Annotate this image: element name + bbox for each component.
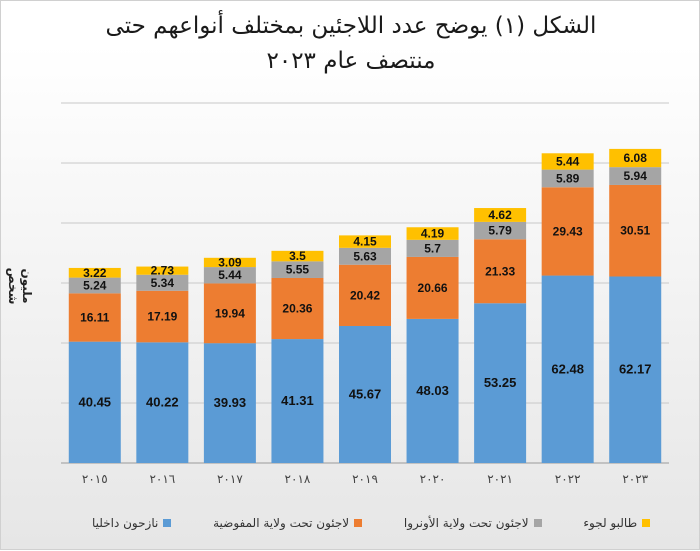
chart-title-line-1: الشكل (١) يوضح عدد اللاجئين بمختلف أنواع… — [105, 13, 597, 39]
x-tick-label: ٢٠١٨ — [285, 472, 311, 486]
data-label: 5.7 — [424, 241, 441, 255]
data-label: 5.89 — [556, 171, 580, 185]
data-label: 5.24 — [83, 278, 107, 292]
legend: نازحون داخليا لاجئون تحت ولاية المفوضية لا… — [71, 511, 671, 535]
bar-segment — [136, 290, 189, 343]
bar-segment — [474, 208, 527, 222]
bar-segment — [68, 277, 121, 294]
x-tick-label: ٢٠١٩ — [352, 472, 378, 486]
bar-segment — [68, 341, 121, 463]
legend-swatch — [533, 519, 542, 527]
legend-item: لاجئون تحت ولاية المفوضية — [213, 516, 363, 530]
data-label: 29.43 — [553, 224, 583, 238]
x-tick-label: ٢٠١٥ — [82, 472, 108, 486]
bar-segment — [339, 325, 391, 463]
bar-segment — [271, 339, 324, 463]
data-label: 5.44 — [218, 268, 242, 282]
data-label: 20.36 — [282, 302, 312, 316]
legend-swatch — [354, 519, 363, 527]
data-label: 3.5 — [289, 249, 306, 263]
x-tick-label: ٢٠٢٠ — [420, 472, 446, 486]
data-label: 4.62 — [488, 208, 512, 222]
bar-segment — [406, 318, 459, 463]
data-label: 19.94 — [215, 306, 245, 320]
legend-label: نازحون داخليا — [91, 516, 159, 530]
bar-segment — [68, 267, 121, 278]
data-label: 40.22 — [146, 395, 179, 410]
legend-label: طالبو لجوء — [583, 516, 638, 530]
legend-item: نازحون داخليا — [91, 516, 172, 530]
bar-segment — [474, 221, 527, 240]
bar-segment — [541, 169, 594, 188]
bar-segment — [203, 283, 256, 344]
bar-segment — [203, 343, 256, 463]
data-label: 16.11 — [80, 310, 110, 324]
bar-segment — [271, 261, 324, 278]
data-label: 41.31 — [281, 393, 314, 408]
bar-segment — [474, 303, 527, 463]
legend-label: لاجئون تحت ولاية الأونروا — [403, 516, 529, 530]
x-tick-label: ٢٠١٦ — [149, 472, 175, 486]
data-label: 5.94 — [624, 169, 648, 183]
bar-segment — [406, 239, 459, 257]
data-label: 30.51 — [620, 224, 650, 238]
x-tick-label: ٢٠٢٣ — [622, 472, 648, 486]
chart-title-line-2: منتصف عام ٢٠٢٣ — [266, 48, 436, 74]
data-label: 62.48 — [551, 361, 584, 376]
bar-segment — [339, 247, 391, 265]
bar-segment — [136, 342, 189, 463]
data-label: 20.66 — [418, 281, 448, 295]
data-label: 62.17 — [619, 362, 652, 377]
legend-label: لاجئون تحت ولاية المفوضية — [213, 516, 350, 530]
bar-segment — [271, 277, 324, 340]
legend-swatch — [642, 519, 651, 527]
x-tick-label: ٢٠٢٢ — [555, 472, 581, 486]
data-label: 5.34 — [151, 276, 175, 290]
bar-segment — [203, 267, 256, 284]
data-label: 2.73 — [151, 264, 175, 278]
bar-segment — [339, 264, 391, 326]
bar-segment — [474, 239, 527, 304]
bar-segment — [203, 257, 256, 268]
data-label: 3.22 — [83, 266, 107, 280]
x-tick-label: ٢٠٢١ — [487, 472, 513, 486]
data-label: 4.15 — [353, 235, 377, 249]
bar-segment — [271, 250, 324, 262]
data-label: 17.19 — [147, 310, 177, 324]
data-label: 48.03 — [416, 383, 449, 398]
bar-segment — [136, 274, 189, 291]
bar-segment — [406, 256, 459, 319]
bar-segment — [68, 293, 121, 342]
bar-segment — [136, 266, 189, 275]
bar-segment — [541, 187, 594, 276]
data-label: 4.19 — [421, 227, 445, 241]
bar-segment — [339, 235, 391, 248]
bar-segment — [609, 167, 662, 185]
data-label: 40.45 — [79, 394, 112, 409]
data-label: 53.25 — [484, 375, 517, 390]
data-label: 6.08 — [624, 151, 648, 165]
data-label: 39.93 — [214, 395, 247, 410]
legend-item: لاجئون تحت ولاية الأونروا — [404, 516, 542, 530]
data-label: 5.79 — [488, 224, 512, 238]
bar-segment — [406, 227, 459, 240]
bar-segment — [609, 184, 662, 277]
bar-segment — [541, 275, 594, 463]
data-label: 5.63 — [353, 249, 377, 263]
data-label: 5.44 — [556, 154, 580, 168]
x-tick-label: ٢٠١٧ — [217, 472, 243, 486]
legend-item: طالبو لجوء — [583, 516, 651, 530]
data-label: 3.09 — [218, 255, 242, 269]
legend-swatch — [163, 519, 172, 527]
data-label: 45.67 — [349, 386, 382, 401]
data-label: 5.55 — [286, 263, 310, 277]
bar-segment — [541, 153, 594, 170]
bar-segment — [609, 276, 662, 463]
data-label: 21.33 — [485, 264, 515, 278]
data-label: 20.42 — [350, 288, 380, 302]
bar-segment — [609, 148, 662, 168]
